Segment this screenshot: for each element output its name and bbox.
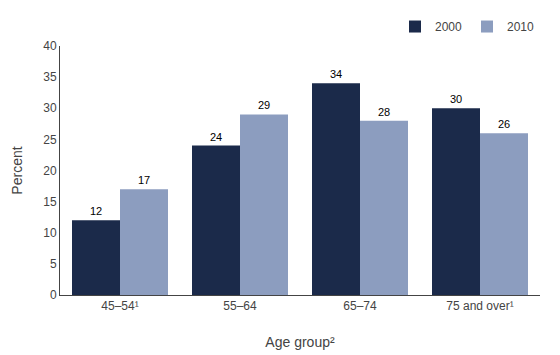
svg-text:45–54¹: 45–54¹: [101, 299, 138, 313]
svg-text:2000: 2000: [435, 20, 462, 34]
svg-text:28: 28: [378, 106, 390, 118]
svg-text:75 and over¹: 75 and over¹: [446, 299, 513, 313]
svg-text:2010: 2010: [507, 20, 534, 34]
svg-text:26: 26: [498, 118, 510, 130]
svg-text:20: 20: [43, 164, 57, 178]
svg-text:35: 35: [43, 70, 57, 84]
svg-text:40: 40: [43, 39, 57, 53]
svg-text:Age group²: Age group²: [265, 334, 335, 350]
svg-text:55–64: 55–64: [223, 299, 257, 313]
svg-text:25: 25: [43, 133, 57, 147]
svg-text:5: 5: [50, 257, 57, 271]
svg-text:30: 30: [43, 101, 57, 115]
svg-text:10: 10: [43, 226, 57, 240]
svg-text:17: 17: [138, 174, 150, 186]
svg-text:0: 0: [50, 288, 57, 302]
svg-text:12: 12: [90, 205, 102, 217]
svg-text:Percent: Percent: [9, 146, 25, 194]
svg-text:34: 34: [330, 68, 342, 80]
svg-text:65–74: 65–74: [343, 299, 377, 313]
svg-text:29: 29: [258, 99, 270, 111]
svg-text:15: 15: [43, 195, 57, 209]
svg-text:24: 24: [210, 131, 222, 143]
svg-text:30: 30: [450, 93, 462, 105]
